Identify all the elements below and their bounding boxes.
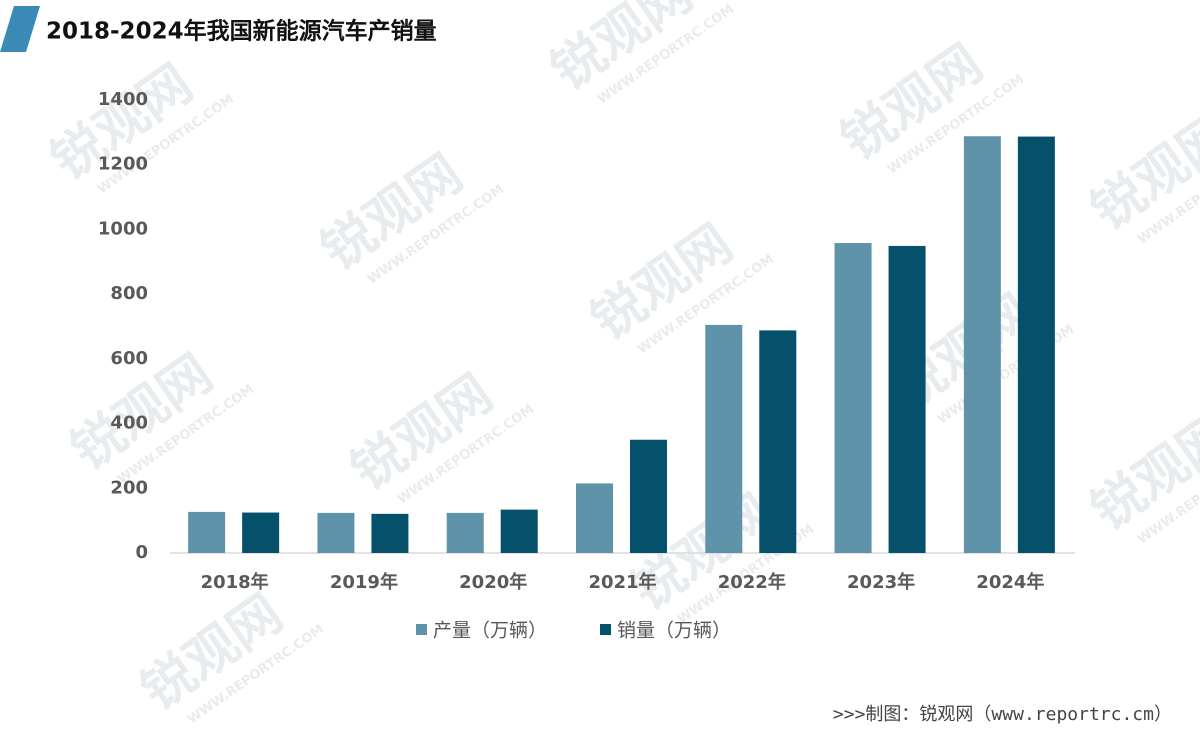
bar xyxy=(188,511,226,553)
bar xyxy=(371,513,409,553)
y-tick-label: 600 xyxy=(110,348,148,369)
bar xyxy=(1017,136,1055,553)
bar xyxy=(630,439,667,553)
source-note: >>>制图：锐观网（www.reportrc.cm） xyxy=(833,704,1172,725)
watermark-text: 锐观网 xyxy=(1081,403,1200,542)
x-tick-label: 2023年 xyxy=(847,571,915,593)
bar xyxy=(317,512,355,553)
y-tick-label: 1200 xyxy=(98,154,148,175)
bar xyxy=(759,330,797,553)
chart-title: 2018-2024年我国新能源汽车产销量 xyxy=(46,18,437,45)
bar xyxy=(500,509,538,553)
x-tick-label: 2022年 xyxy=(718,571,786,593)
x-tick-label: 2018年 xyxy=(201,571,269,593)
bar xyxy=(834,243,872,554)
bar xyxy=(888,245,926,553)
bar xyxy=(446,512,484,553)
x-tick-label: 2019年 xyxy=(330,571,398,593)
y-tick-label: 1000 xyxy=(98,218,148,239)
x-tick-label: 2020年 xyxy=(459,571,527,593)
y-tick-label: 1400 xyxy=(98,89,148,110)
bar xyxy=(705,324,743,553)
legend-label: 产量（万辆） xyxy=(433,620,547,642)
y-tick-label: 800 xyxy=(110,283,148,304)
watermark-text: 锐观网 xyxy=(1081,103,1200,242)
title-accent xyxy=(0,6,40,52)
legend-swatch xyxy=(600,624,611,635)
bar xyxy=(576,483,613,553)
bar xyxy=(242,512,280,553)
legend-swatch xyxy=(416,624,427,635)
bar xyxy=(963,136,1001,554)
legend-label: 销量（万辆） xyxy=(617,620,731,642)
x-tick-label: 2024年 xyxy=(976,571,1044,593)
y-tick-label: 400 xyxy=(110,413,148,434)
y-tick-label: 200 xyxy=(110,477,148,498)
x-tick-label: 2021年 xyxy=(588,571,656,593)
y-tick-label: 0 xyxy=(135,542,148,563)
